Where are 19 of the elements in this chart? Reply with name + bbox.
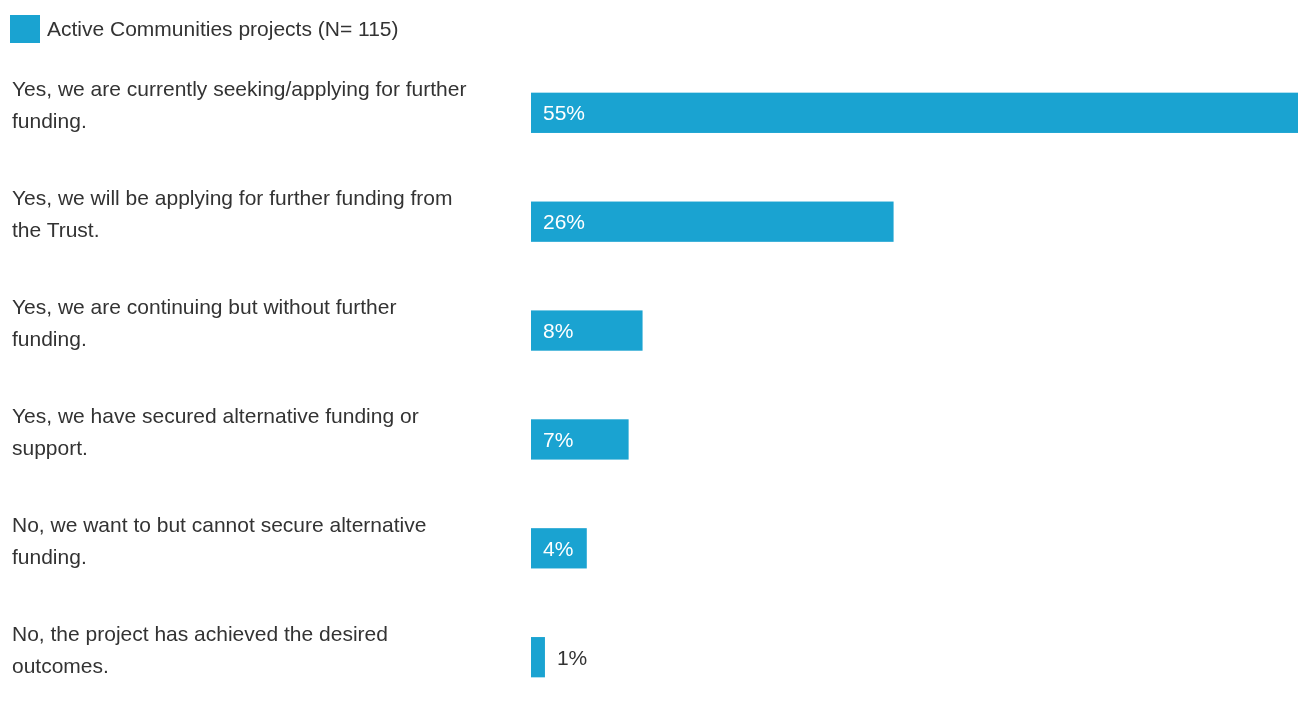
y-tick-label: Yes, we have secured alternative funding or support. <box>12 403 419 459</box>
bar <box>531 92 1298 133</box>
y-tick-label: Yes, we are continuing but without further funding. <box>12 294 397 350</box>
data-label: 26% <box>543 210 586 234</box>
data-label: 55% <box>543 101 586 125</box>
y-tick-label: Yes, we are currently seeking/applying for further funding. <box>12 77 467 133</box>
data-label: 8% <box>543 318 574 342</box>
data-label: 4% <box>543 536 574 560</box>
legend-label: Active Communities projects (N= 115) <box>47 17 399 41</box>
y-tick-label: No, we want to but cannot secure alternative funding. <box>12 512 427 568</box>
y-tick-label: No, the project has achieved the desired outcomes. <box>12 621 388 677</box>
y-tick-label: Yes, we will be applying for further funding from the Trust. <box>12 186 453 242</box>
bar <box>531 310 643 351</box>
bar <box>531 201 894 242</box>
bar <box>531 528 587 569</box>
data-label: 7% <box>543 427 574 451</box>
data-label: 1% <box>556 645 588 669</box>
bar <box>531 419 629 460</box>
bar <box>531 637 545 678</box>
